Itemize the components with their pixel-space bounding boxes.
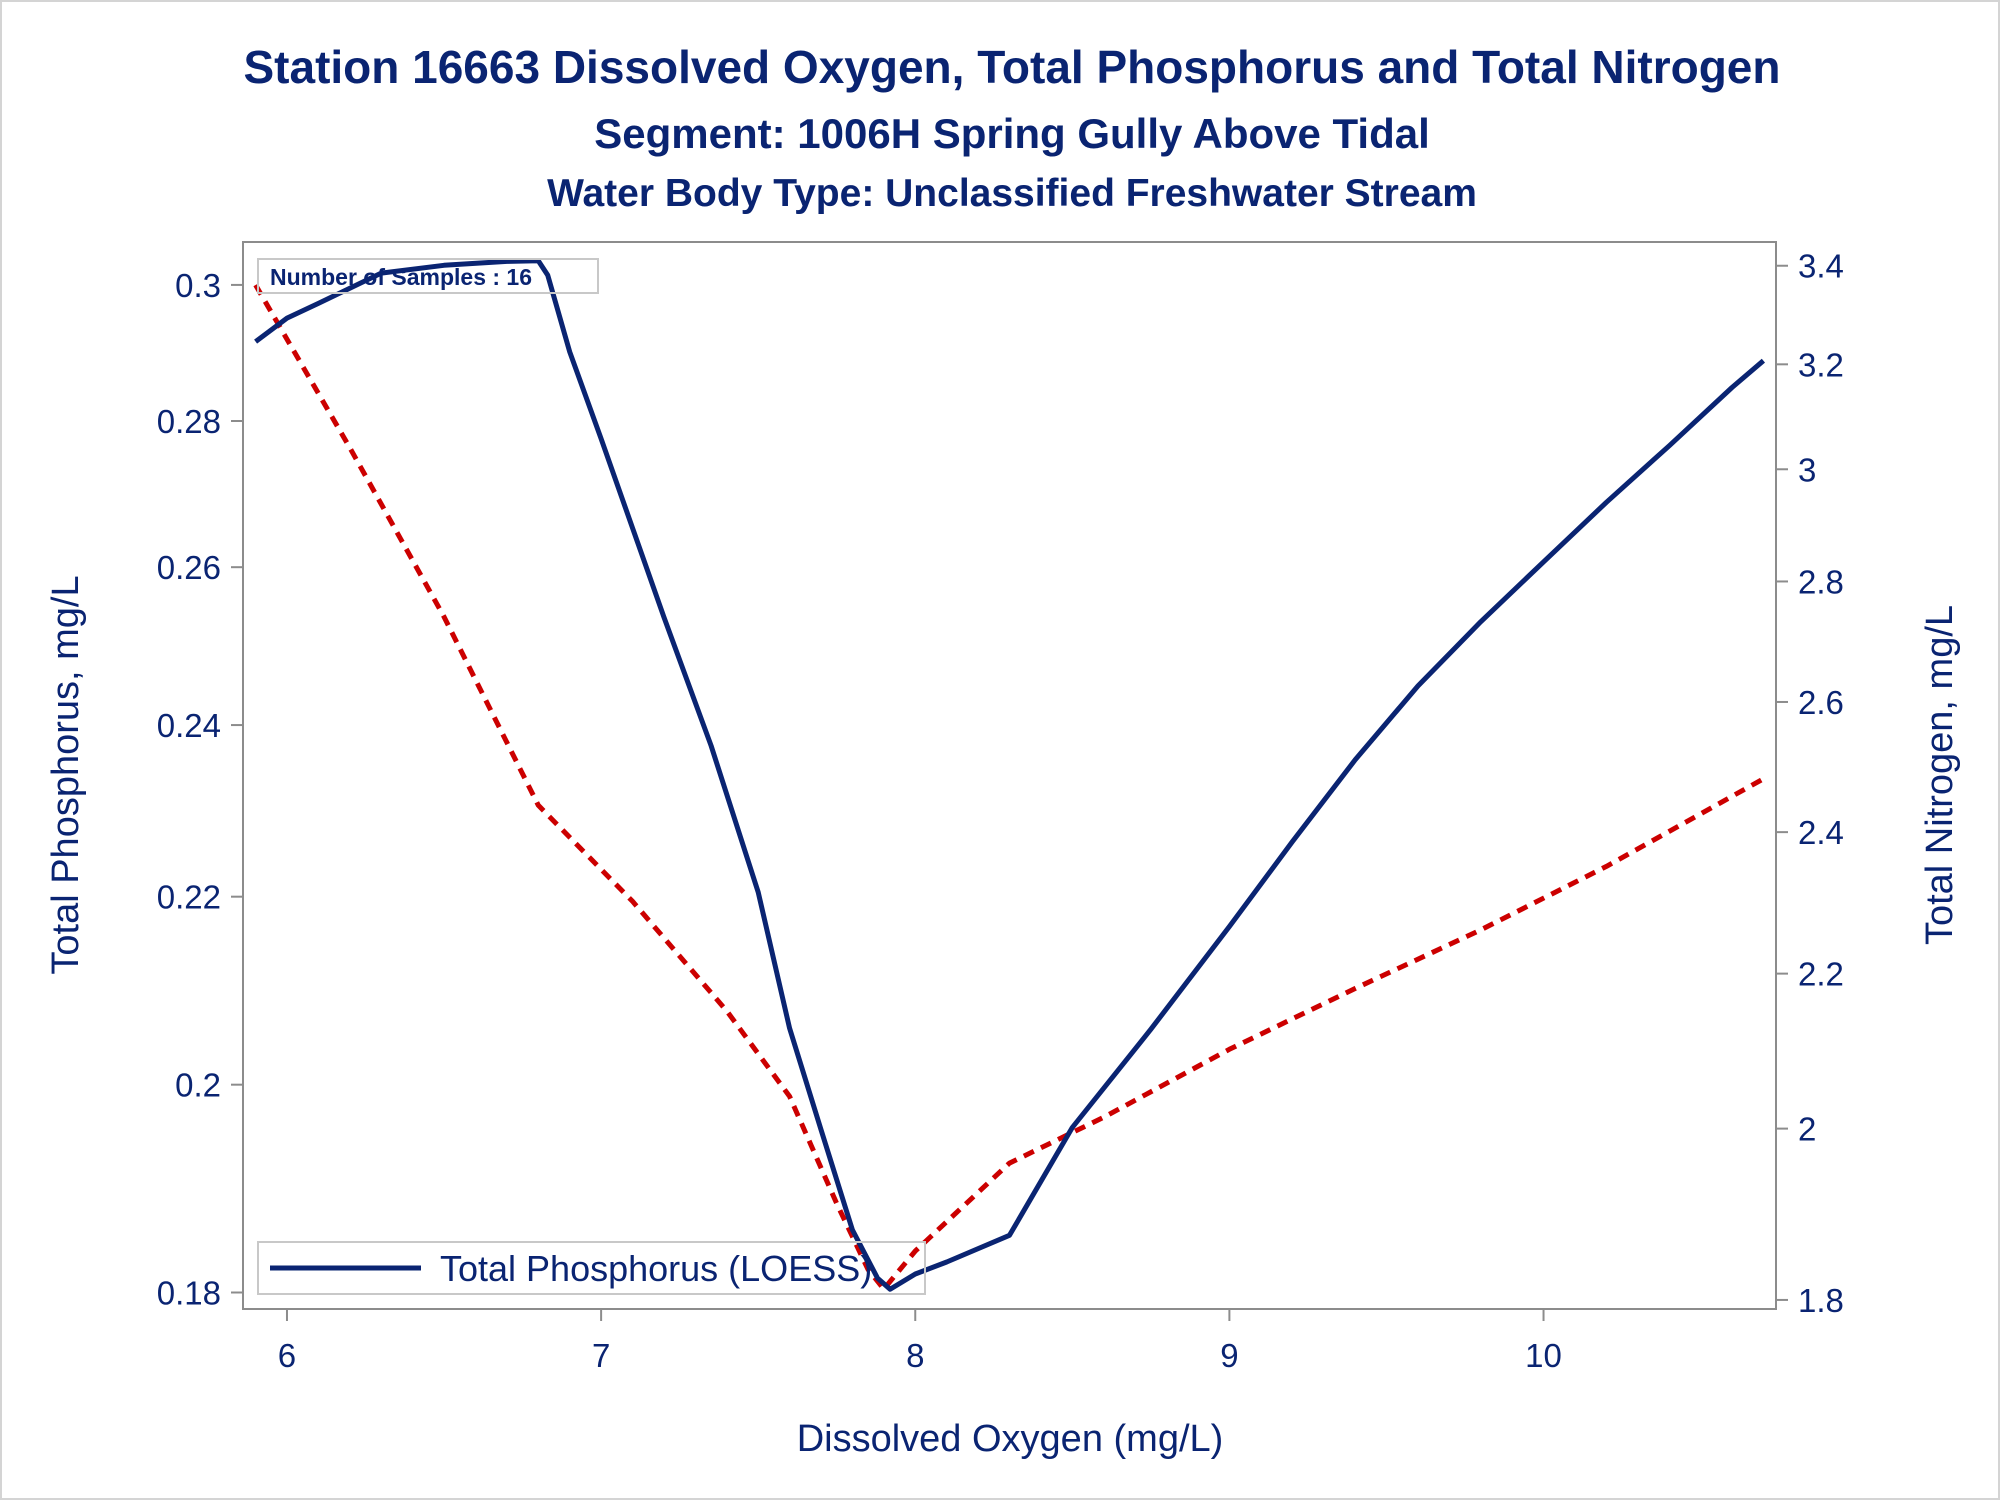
y-axis-left: 0.18 0.2 0.22 0.24 0.26 0.28 0.3 — [157, 267, 243, 1311]
y2-tick-label: 3 — [1798, 451, 1816, 488]
samples-inset: Number of Samples : 16 — [257, 258, 599, 294]
y-tick-label: 0.24 — [157, 707, 221, 744]
y-tick-label: 0.18 — [157, 1274, 221, 1311]
y2-tick-label: 1.8 — [1798, 1282, 1844, 1319]
chart-subtitle-waterbody: Water Body Type: Unclassified Freshwater… — [547, 172, 1477, 215]
series-line-phosphorus — [254, 258, 1766, 1292]
samples-count-text: Number of Samples : 16 — [270, 264, 532, 290]
x-tick-label: 8 — [906, 1337, 924, 1374]
y2-tick-label: 2.8 — [1798, 563, 1844, 600]
y-tick-label: 0.22 — [157, 879, 221, 916]
y2-tick-label: 2.2 — [1798, 956, 1844, 993]
series-line-nitrogen — [253, 283, 1765, 1292]
y-tick-label: 0.2 — [175, 1067, 221, 1104]
samples-inset-box — [257, 258, 599, 294]
chart-subtitle-segment: Segment: 1006H Spring Gully Above Tidal — [594, 110, 1430, 157]
x-tick-label: 10 — [1525, 1337, 1562, 1374]
y2-tick-label: 3.4 — [1798, 248, 1844, 285]
x-tick-label: 6 — [278, 1337, 296, 1374]
y-tick-label: 0.3 — [175, 267, 221, 304]
y-axis-right: 1.8 2 2.2 2.4 2.6 2.8 3 3.2 3.4 — [1776, 248, 1844, 1319]
legend-entry-phosphorus: Total Phosphorus (LOESS) — [440, 1248, 872, 1289]
y-tick-label: 0.28 — [157, 403, 221, 440]
x-tick-label: 7 — [592, 1337, 610, 1374]
x-tick-label: 9 — [1220, 1337, 1238, 1374]
legend: Total Phosphorus (LOESS) — [257, 1241, 926, 1295]
y2-tick-label: 2.6 — [1798, 684, 1844, 721]
y2-tick-label: 2.4 — [1798, 814, 1844, 851]
chart-title: Station 16663 Dissolved Oxygen, Total Ph… — [243, 41, 1780, 93]
y-axis-left-label: Total Phosphorus, mg/L — [45, 575, 87, 974]
y-axis-right-label: Total Nitrogen, mg/L — [1919, 605, 1961, 945]
x-axis-label: Dissolved Oxygen (mg/L) — [797, 1418, 1224, 1460]
y2-tick-label: 3.2 — [1798, 346, 1844, 383]
y-tick-label: 0.26 — [157, 549, 221, 586]
x-axis: 6 7 8 9 10 — [278, 1309, 1562, 1374]
plot-area — [242, 241, 1777, 1310]
series-layer — [253, 258, 1766, 1292]
legend-box — [257, 1241, 926, 1295]
y2-tick-label: 2 — [1798, 1111, 1816, 1148]
